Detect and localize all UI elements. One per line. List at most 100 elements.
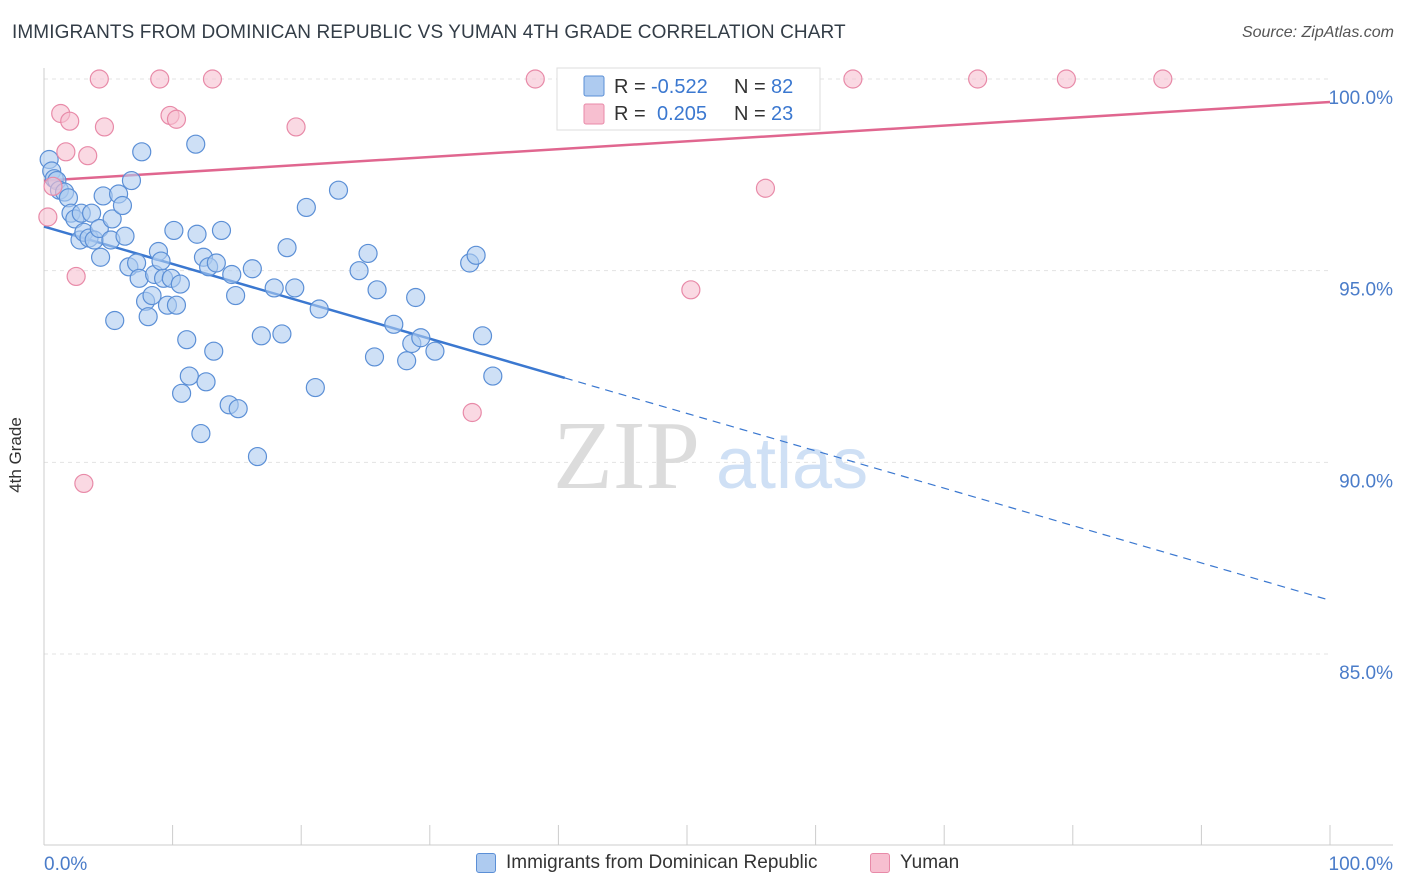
point-dominican xyxy=(132,142,152,162)
stats-r-label-blue: R = xyxy=(614,76,646,98)
legend-swatch-pink xyxy=(870,853,890,873)
y-tick-label: 90.0% xyxy=(1339,471,1393,492)
point-dominican xyxy=(247,446,268,467)
point-dominican xyxy=(89,218,109,239)
point-dominican xyxy=(187,224,207,244)
point-dominican xyxy=(179,366,199,386)
point-yuman xyxy=(286,117,306,137)
stats-n-value-blue: 82 xyxy=(771,76,793,98)
point-dominican xyxy=(170,274,190,294)
stats-n-value-pink: 23 xyxy=(771,103,793,125)
point-yuman xyxy=(755,178,776,198)
point-dominican xyxy=(384,314,404,334)
point-dominican xyxy=(228,399,248,419)
point-dominican xyxy=(305,377,325,398)
point-dominican xyxy=(309,299,329,319)
y-tick-label: 85.0% xyxy=(1339,663,1393,684)
point-yuman xyxy=(150,69,170,89)
legend-swatch-blue xyxy=(476,853,496,873)
point-yuman xyxy=(74,473,94,494)
point-dominican xyxy=(112,195,133,216)
y-tick-label: 100.0% xyxy=(1329,88,1394,109)
point-yuman xyxy=(681,280,701,300)
point-dominican xyxy=(349,261,369,281)
stats-r-value-pink: 0.205 xyxy=(657,103,707,125)
point-dominican xyxy=(483,366,503,386)
trend-line-dominican-extension xyxy=(564,377,1331,601)
point-dominican xyxy=(177,330,197,350)
stats-r-value-blue: -0.522 xyxy=(651,76,708,98)
point-dominican xyxy=(172,383,192,403)
trend-lines xyxy=(43,100,1331,601)
data-points xyxy=(38,69,1173,494)
point-dominican xyxy=(328,180,349,200)
legend-item-dominican: Immigrants from Dominican Republic xyxy=(476,852,818,874)
point-yuman xyxy=(38,207,58,227)
point-yuman xyxy=(1153,69,1173,89)
point-yuman xyxy=(43,176,63,196)
point-yuman xyxy=(202,69,223,89)
legend-label-yuman: Yuman xyxy=(900,852,960,873)
point-dominican xyxy=(204,341,224,361)
point-dominican xyxy=(196,372,216,392)
point-yuman xyxy=(78,146,98,166)
point-dominican xyxy=(425,341,445,361)
point-dominican xyxy=(164,220,184,241)
stats-swatch-pink xyxy=(583,103,605,125)
legend-label-dominican: Immigrants from Dominican Republic xyxy=(506,852,818,873)
point-dominican xyxy=(105,310,125,331)
point-yuman xyxy=(89,69,109,89)
point-dominican xyxy=(191,423,211,444)
point-dominican xyxy=(138,307,158,327)
point-dominican xyxy=(121,170,142,191)
stats-box: R = -0.522 N = 82 R = 0.205 N = 23 xyxy=(556,67,821,131)
point-dominican xyxy=(251,326,271,346)
stats-r-label-pink: R = xyxy=(614,103,646,125)
point-dominican xyxy=(264,278,284,298)
gridlines xyxy=(44,78,1330,655)
point-dominican xyxy=(206,253,226,273)
trend-line-dominican xyxy=(43,225,566,380)
point-dominican xyxy=(296,197,316,218)
point-dominican xyxy=(211,220,232,241)
point-yuman xyxy=(66,266,86,287)
point-dominican xyxy=(81,203,102,223)
watermark-atlas: atlas xyxy=(716,424,868,504)
point-dominican xyxy=(472,326,493,346)
point-dominican xyxy=(90,247,111,267)
source-label: Source: ZipAtlas.com xyxy=(1241,24,1394,41)
y-tick-label: 95.0% xyxy=(1339,280,1393,301)
trend-line-yuman xyxy=(43,100,1331,182)
point-dominican xyxy=(411,328,431,348)
point-dominican xyxy=(142,285,162,306)
point-dominican xyxy=(166,295,187,315)
x-tick-label: 100.0% xyxy=(1329,854,1394,875)
point-dominican xyxy=(397,351,417,371)
point-dominican xyxy=(151,251,171,271)
point-dominican xyxy=(406,287,426,308)
point-dominican xyxy=(272,324,292,344)
point-yuman xyxy=(968,69,988,89)
point-yuman xyxy=(60,111,80,131)
stats-n-label-blue: N = xyxy=(734,76,766,98)
point-dominican xyxy=(466,245,486,265)
tick-labels: 100.0% 95.0% 90.0% 85.0% 0.0% 100.0% xyxy=(44,88,1393,875)
point-dominican xyxy=(226,285,246,306)
watermark: ZIP atlas xyxy=(553,402,868,510)
point-dominican xyxy=(242,259,262,279)
point-dominican xyxy=(102,209,122,229)
point-yuman xyxy=(166,109,187,129)
point-yuman xyxy=(94,117,115,137)
point-dominican xyxy=(364,347,385,367)
point-dominican xyxy=(115,226,135,246)
point-yuman xyxy=(1056,69,1076,89)
stats-swatch-blue xyxy=(583,75,605,97)
x-tick-label: 0.0% xyxy=(44,854,87,875)
axes xyxy=(43,68,1393,846)
point-dominican xyxy=(186,134,206,154)
stats-n-label-pink: N = xyxy=(734,103,766,125)
watermark-zip: ZIP xyxy=(553,402,700,510)
point-yuman xyxy=(462,402,482,423)
point-dominican xyxy=(277,238,297,258)
